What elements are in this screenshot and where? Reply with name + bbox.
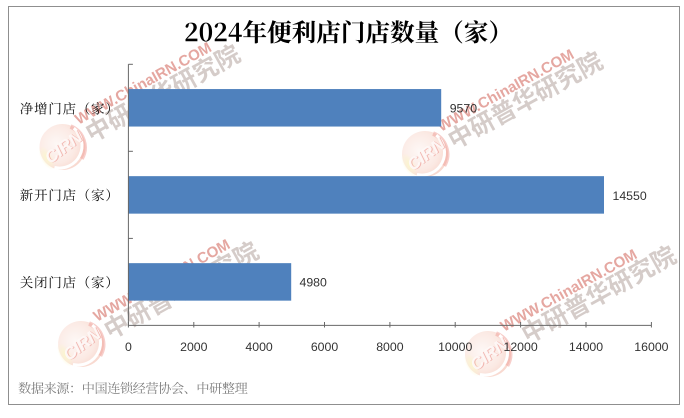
svg-text:14000: 14000 — [569, 340, 603, 354]
svg-text:4980: 4980 — [300, 276, 328, 290]
svg-text:9570: 9570 — [450, 102, 478, 116]
svg-text:14550: 14550 — [613, 189, 647, 203]
svg-text:16000: 16000 — [634, 340, 668, 354]
svg-text:8000: 8000 — [376, 340, 404, 354]
svg-text:4000: 4000 — [245, 340, 273, 354]
svg-text:2000: 2000 — [180, 340, 208, 354]
svg-text:0: 0 — [125, 340, 132, 354]
svg-text:6000: 6000 — [311, 340, 339, 354]
svg-text:12000: 12000 — [503, 340, 537, 354]
svg-text:10000: 10000 — [438, 340, 472, 354]
